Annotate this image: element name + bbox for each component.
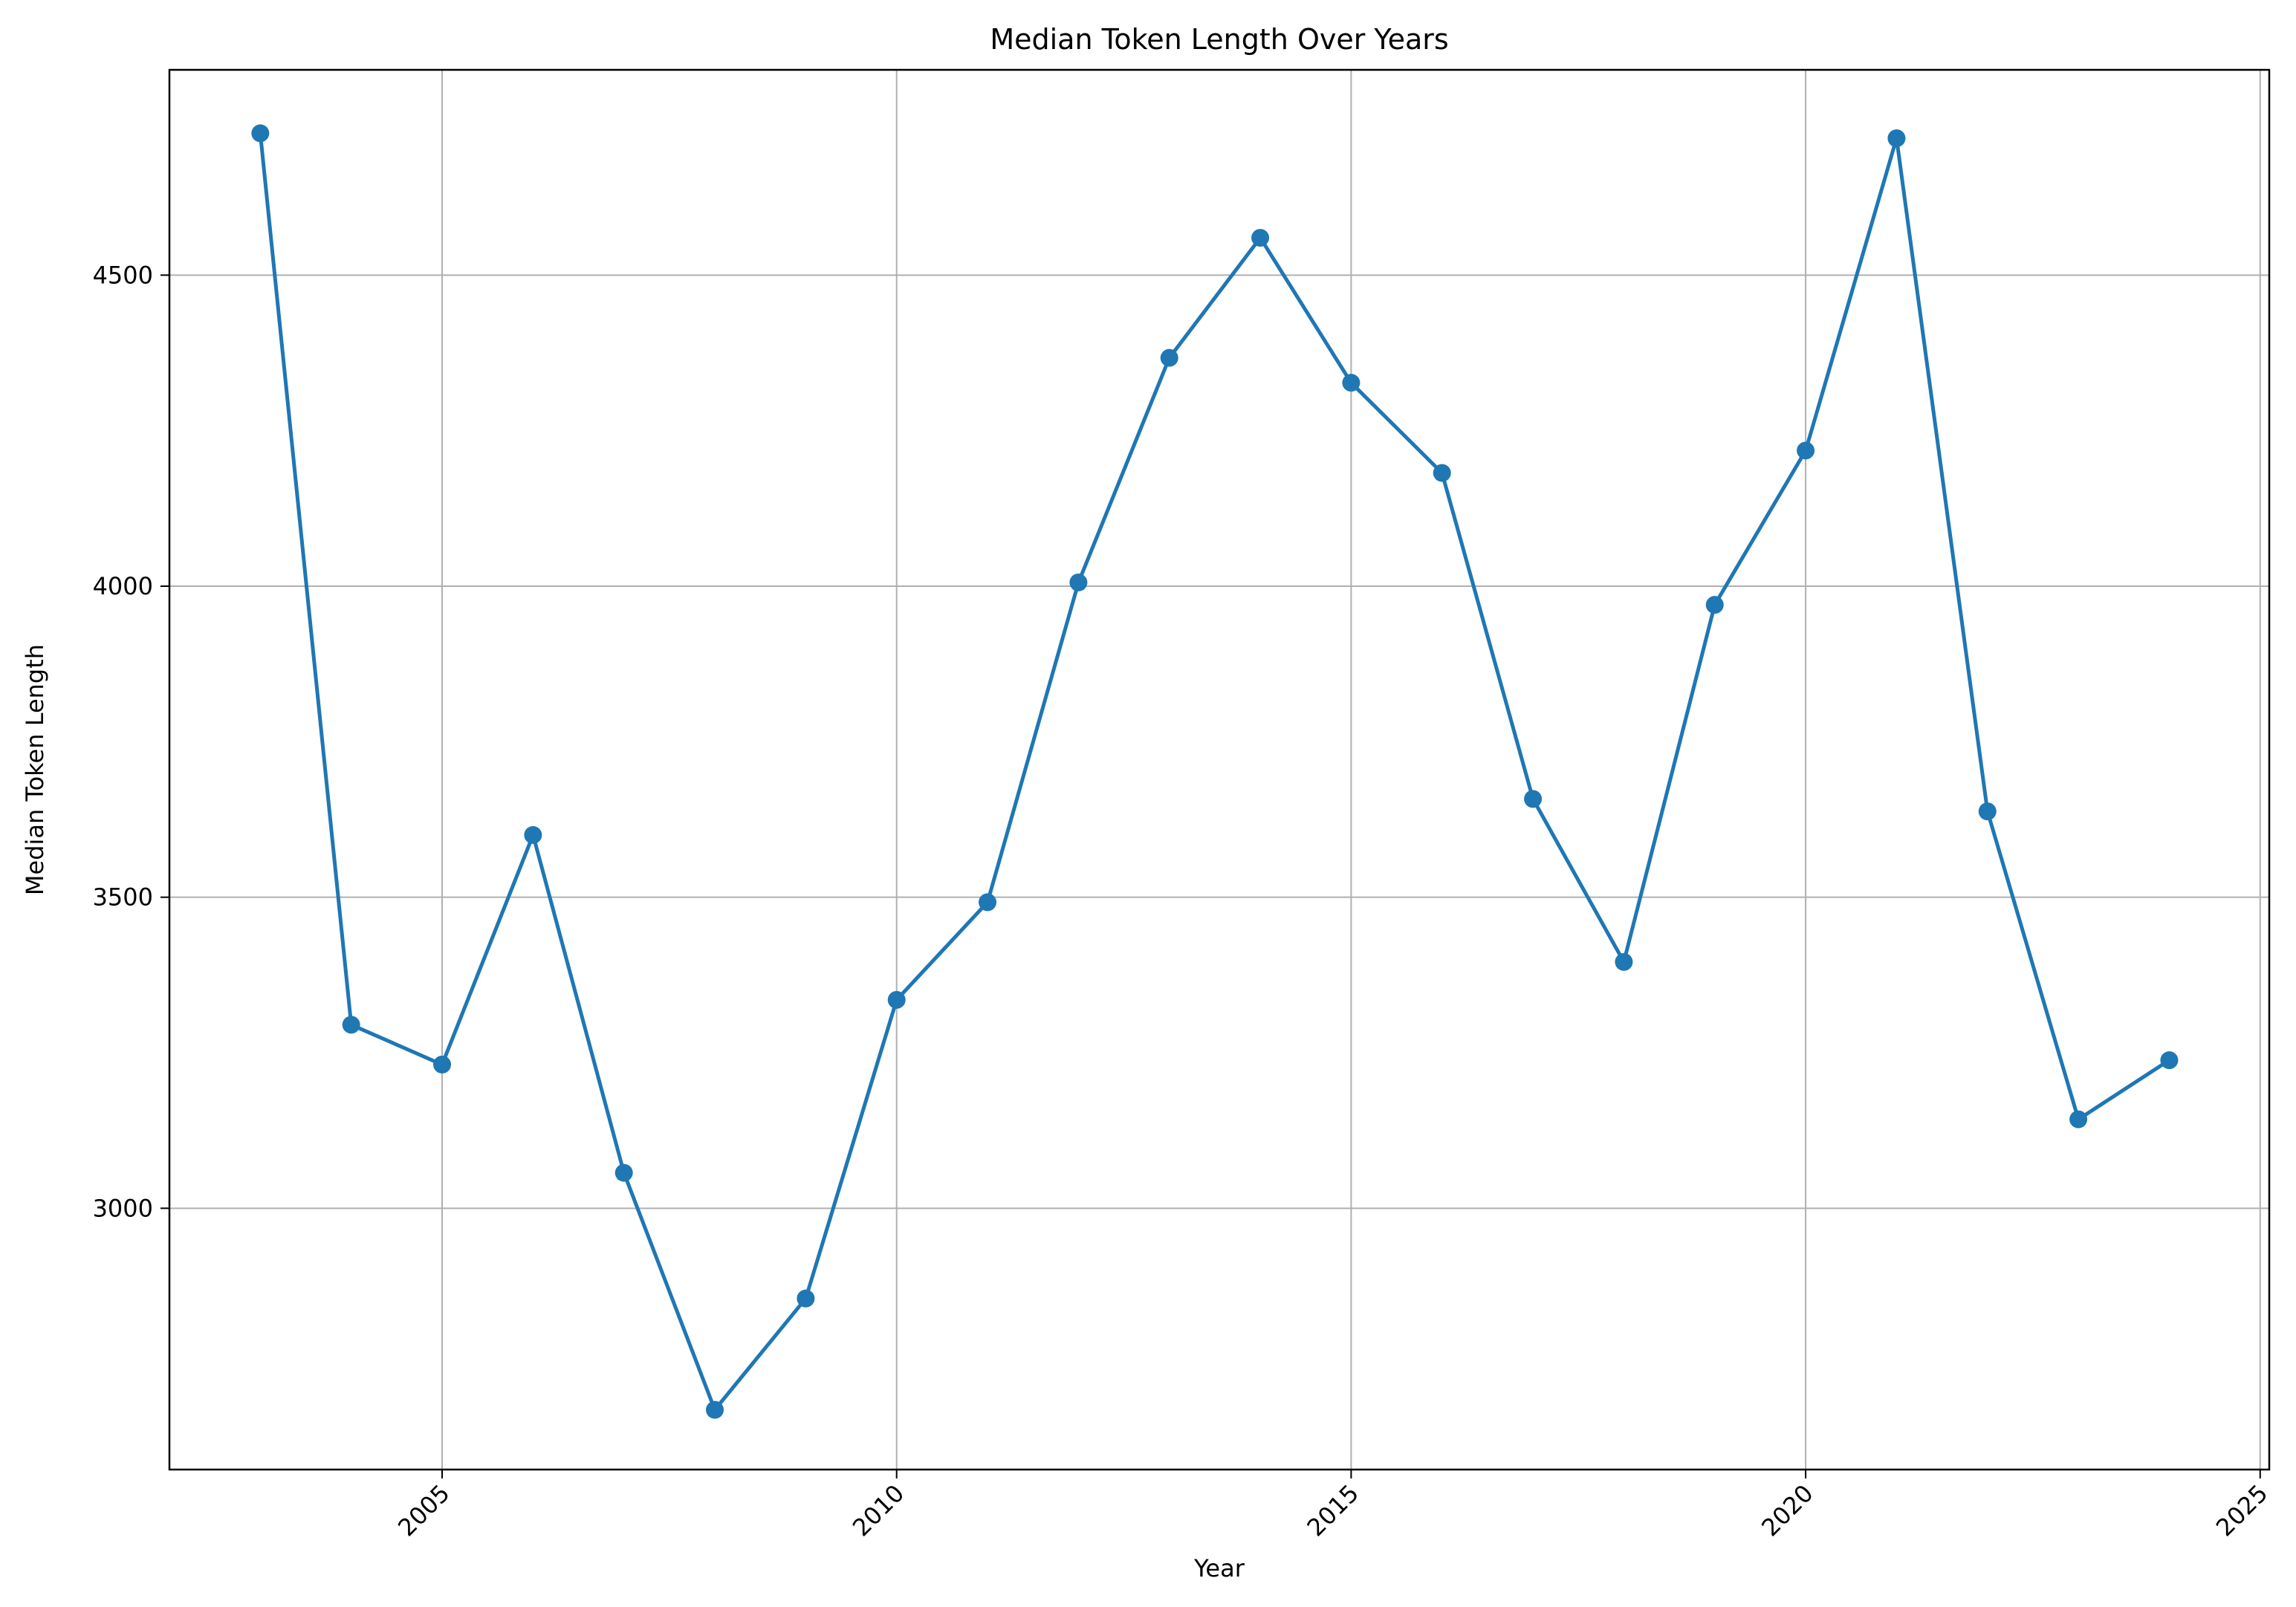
data-point	[1342, 374, 1361, 392]
data-point	[2160, 1051, 2179, 1070]
grid	[169, 70, 2269, 1470]
data-point	[1615, 952, 1633, 971]
data-point	[2069, 1110, 2088, 1129]
x-axis-label: Year	[1193, 1554, 1245, 1582]
y-tick-label: 4000	[93, 572, 153, 600]
y-tick-label: 4500	[93, 261, 153, 289]
series-line	[258, 133, 2170, 1412]
data-point	[1797, 441, 1815, 460]
data-point	[433, 1055, 452, 1074]
data-point	[251, 124, 270, 143]
y-tick-label: 3000	[93, 1194, 153, 1222]
data-point	[1705, 596, 1724, 614]
data-point	[614, 1163, 633, 1182]
data-point	[1887, 129, 1906, 148]
data-point	[524, 825, 542, 844]
data-point	[1433, 464, 1451, 482]
data-point	[1251, 229, 1270, 247]
y-axis-label: Median Token Length	[21, 644, 49, 895]
y-tick-label: 3500	[93, 883, 153, 912]
data-point	[979, 893, 997, 912]
chart-title: Median Token Length Over Years	[990, 23, 1448, 56]
data-point	[342, 1016, 360, 1034]
y-axis-ticks: 3000 3500 4000 4500	[93, 261, 169, 1222]
series-layer	[251, 124, 2179, 1419]
data-point	[706, 1400, 724, 1419]
plot-area-frame	[168, 68, 2271, 1471]
data-point	[1524, 790, 1543, 808]
data-point	[1160, 348, 1178, 367]
data-point	[887, 990, 906, 1009]
data-point	[1069, 573, 1088, 591]
data-point	[1978, 802, 1997, 821]
data-point	[797, 1289, 815, 1308]
